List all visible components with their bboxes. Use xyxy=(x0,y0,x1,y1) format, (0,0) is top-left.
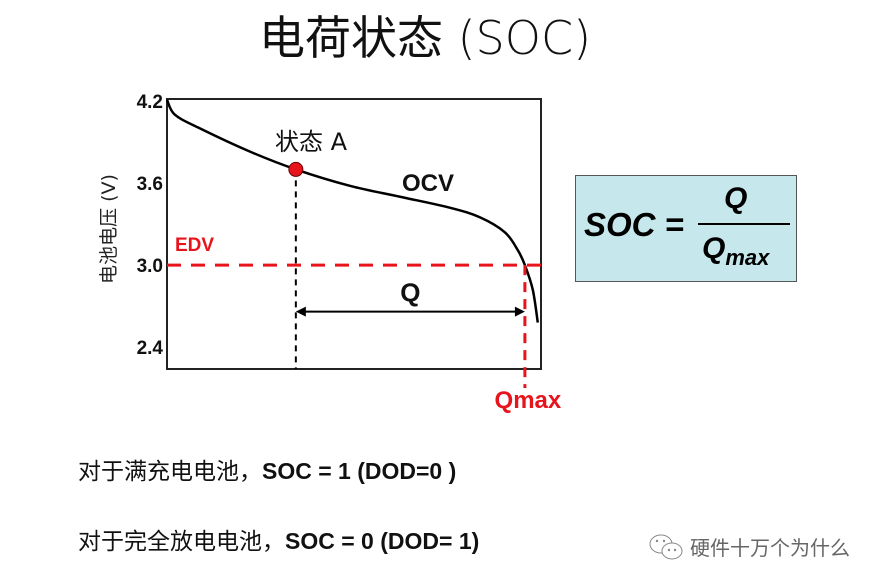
page-title: 电荷状态 (SOC) xyxy=(258,11,592,65)
watermark: 硬件十万个为什么 xyxy=(648,532,850,561)
plot-frame xyxy=(166,98,542,370)
wechat-icon xyxy=(649,534,683,559)
q-label: Q xyxy=(400,278,420,308)
y-tick-label: 3.6 xyxy=(137,174,163,195)
full-discharge-line: 对于完全放电电池，SOC = 0 (DOD= 1) xyxy=(78,528,480,555)
soc-formula-box: SOC = Q Qmax xyxy=(575,175,797,282)
y-tick-label: 3.0 xyxy=(137,256,163,277)
formula-lhs: SOC = xyxy=(584,206,684,243)
full-charge-line: 对于满充电电池，SOC = 1 (DOD=0 ) xyxy=(78,458,457,485)
ocv-curve xyxy=(165,99,540,323)
state-a-marker xyxy=(288,161,304,177)
qmax-label: Qmax xyxy=(495,387,562,414)
y-axis-label: 电池电压 (V) xyxy=(98,174,120,284)
y-tick-label: 4.2 xyxy=(137,92,163,113)
q-arrow-left-head xyxy=(295,306,306,317)
state-a-label: 状态 A xyxy=(275,128,348,156)
y-tick-label: 2.4 xyxy=(137,338,164,359)
edv-label: EDV xyxy=(175,235,214,256)
fraction-bar xyxy=(698,223,790,225)
formula-numerator: Q xyxy=(724,182,748,215)
ocv-label: OCV xyxy=(402,170,454,197)
q-arrow-right-head xyxy=(514,306,525,317)
watermark-text: 硬件十万个为什么 xyxy=(690,536,850,560)
formula-denominator: Qmax xyxy=(702,232,770,270)
